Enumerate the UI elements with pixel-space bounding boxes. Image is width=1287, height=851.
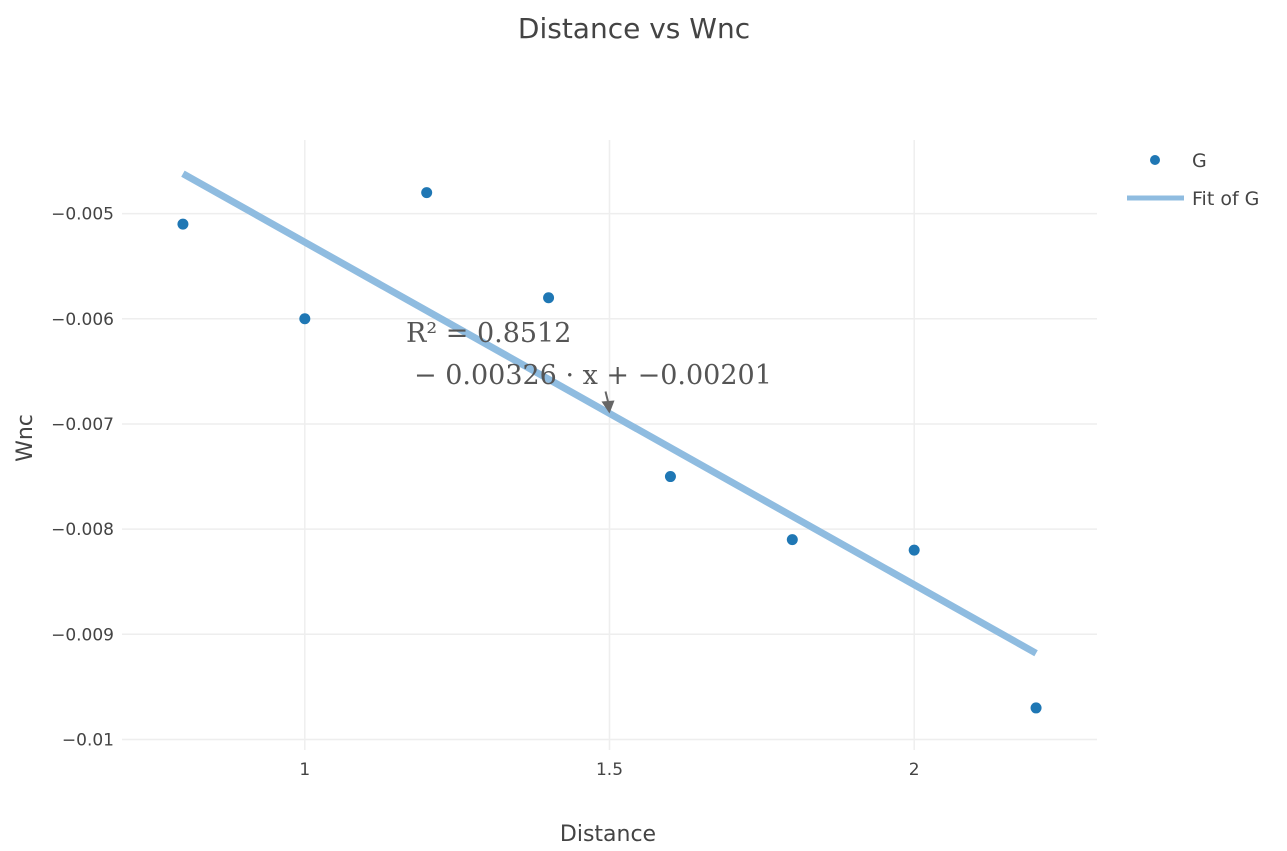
legend-item-g[interactable]: G [1150,150,1207,172]
y-tick-label: −0.01 [62,730,114,750]
x-tick-label: 1 [299,760,310,780]
y-tick-label: −0.005 [51,205,114,225]
annotation-r2: R² = 0.8512 [406,318,571,349]
points-layer [177,187,1042,714]
annotation-arrowhead [601,400,615,414]
data-point [543,292,555,304]
legend-marker-g [1150,155,1160,165]
data-point [421,187,433,199]
data-point [299,313,311,325]
legend[interactable]: G Fit of G [1127,150,1259,210]
grid [122,140,1097,750]
tick-labels: 1 1.5 2 −0.005 −0.006 −0.007 −0.008 −0.009 −0.01 [51,205,920,780]
data-point [1030,702,1042,714]
x-axis-label: Distance [560,822,656,847]
y-axis-label: Wnc [13,414,38,462]
y-tick-label: −0.007 [51,415,114,435]
data-point [177,218,189,230]
y-tick-label: −0.006 [51,310,114,330]
data-point [908,544,920,556]
y-tick-label: −0.009 [51,625,114,645]
fit-annotation: R² = 0.8512 − 0.00326 · x + −0.00201 [406,318,772,414]
legend-label-g: G [1192,150,1207,172]
annotation-equation: − 0.00326 · x + −0.00201 [414,360,772,391]
x-tick-label: 2 [909,760,920,780]
y-tick-label: −0.008 [51,520,114,540]
legend-label-fit: Fit of G [1192,188,1259,210]
data-point [786,534,798,546]
x-tick-label: 1.5 [596,760,623,780]
chart-title: Distance vs Wnc [518,12,750,45]
legend-item-fit[interactable]: Fit of G [1127,188,1259,210]
data-point [664,471,676,483]
